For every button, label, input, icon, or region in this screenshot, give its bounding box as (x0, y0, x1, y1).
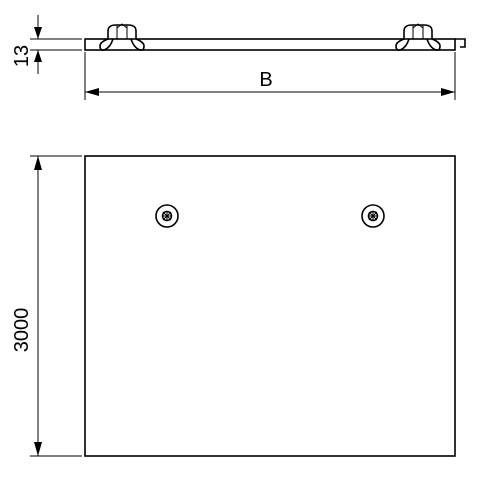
screw-right (362, 205, 384, 227)
clip-right (396, 24, 440, 50)
clip-left (100, 24, 144, 50)
dim-width-label: B (259, 69, 272, 91)
dim-height-label: 13 (11, 45, 33, 67)
end-hook-right (455, 39, 465, 47)
side-view (85, 24, 465, 50)
plate-plan (85, 156, 455, 456)
plan-view (85, 156, 455, 456)
dimension-depth: 3000 (11, 156, 82, 456)
dimension-width: B (85, 52, 455, 100)
dim-depth-label: 3000 (11, 308, 33, 353)
screw-left (156, 205, 178, 227)
technical-drawing: 13 B (0, 0, 500, 500)
dimension-height: 13 (11, 15, 82, 74)
